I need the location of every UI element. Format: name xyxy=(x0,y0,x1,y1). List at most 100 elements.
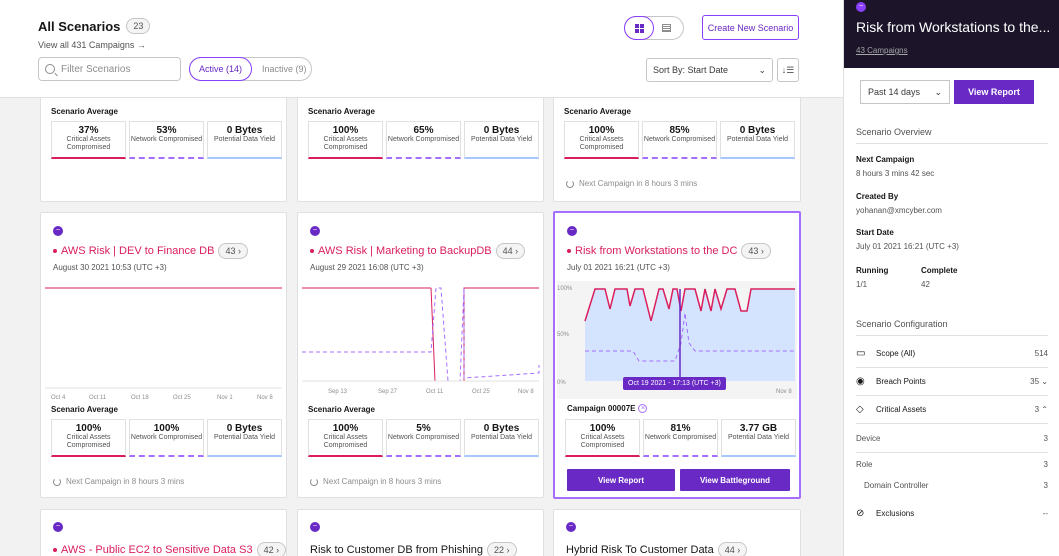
view-all-campaigns-link[interactable]: View all 431 Campaigns → xyxy=(38,40,146,50)
asset-value: 3 xyxy=(1043,434,1048,443)
scenario-average-label: Scenario Average xyxy=(564,107,631,116)
stats-row: 100% Critical Assets Compromised 65% Netwo… xyxy=(308,121,539,159)
xm-logo-icon: ~ xyxy=(567,226,577,236)
close-campaign-icon[interactable]: × xyxy=(638,404,648,413)
scenario-card[interactable]: Scenario Average 100% Critical Assets Com… xyxy=(553,92,801,202)
stat-critical: 100% Critical Assets Compromised xyxy=(565,419,640,457)
asset-value: 3 xyxy=(1043,481,1048,490)
stat-label: Network Compromised xyxy=(130,434,203,441)
scenario-date: July 01 2021 16:21 (UTC +3) xyxy=(567,263,670,272)
tab-active[interactable]: Active (14) xyxy=(189,57,253,81)
scenario-date: August 30 2021 10:53 (UTC +3) xyxy=(53,263,167,272)
xm-logo-icon: ~ xyxy=(53,226,63,236)
config-scope-row[interactable]: ▭ Scope (All) 514 xyxy=(856,340,1048,368)
scenario-name[interactable]: AWS - Public EC2 to Sensitive Data S3 42 … xyxy=(53,542,287,556)
sort-dropdown[interactable]: Sort By: Start Date ⌄ xyxy=(646,58,773,82)
campaign-count-badge: 22 › xyxy=(487,542,517,556)
network-line xyxy=(302,287,540,382)
scenario-name[interactable]: Risk from Workstations to the DC 43 › xyxy=(567,243,771,259)
scenario-card[interactable]: ~ AWS Risk | DEV to Finance DB 43 › Augus… xyxy=(40,212,287,498)
stat-yield: 0 Bytes Potential Data Yield xyxy=(207,419,282,457)
config-label: Exclusions xyxy=(876,508,915,518)
chart-tooltip: Oct 19 2021 - 17:13 (UTC +3) xyxy=(623,377,726,390)
stat-yield: 0 Bytes Potential Data Yield xyxy=(720,121,795,159)
stat-value: 53% xyxy=(156,125,177,136)
scenario-card[interactable]: ~ AWS - Public EC2 to Sensitive Data S3 4… xyxy=(40,509,287,556)
stat-value: 3.77 GB xyxy=(739,423,778,434)
stats-row: 100% Critical Assets Compromised 100% Netw… xyxy=(51,419,282,457)
campaign-count-badge: 42 › xyxy=(256,542,287,556)
scenario-name[interactable]: Risk to Customer DB from Phishing 22 › xyxy=(310,542,517,556)
list-view-icon[interactable] xyxy=(662,24,671,32)
campaign-count-badge: 44 › xyxy=(717,542,748,556)
scenario-card[interactable]: ~ Risk to Customer DB from Phishing 22 › xyxy=(297,509,544,556)
search-input[interactable]: Filter Scenarios xyxy=(38,57,181,81)
stat-label: Network Compromised xyxy=(644,434,717,441)
campaign-count-badge: 44 › xyxy=(495,243,526,259)
grid-view-button[interactable] xyxy=(624,16,654,40)
y-tick: 50% xyxy=(557,332,570,338)
x-tick: Sep 13 xyxy=(328,389,348,395)
status-dot xyxy=(53,249,57,253)
x-tick: Oct 18 xyxy=(131,395,149,401)
time-range-value: Past 14 days xyxy=(868,87,921,97)
stat-label: Network Compromised xyxy=(643,136,716,143)
config-exclusions-row[interactable]: ⊘ Exclusions -- xyxy=(856,499,1048,527)
search-icon xyxy=(45,64,55,74)
time-range-dropdown[interactable]: Past 14 days ⌄ xyxy=(860,80,950,104)
grid-icon xyxy=(634,23,644,33)
stat-label: Network Compromised xyxy=(387,136,460,143)
scenario-name[interactable]: Hybrid Risk To Customer Data 44 › xyxy=(566,542,748,556)
view-battleground-button[interactable]: View Battleground xyxy=(680,469,790,491)
stat-label: Critical Assets Compromised xyxy=(579,136,624,151)
stat-value: 0 Bytes xyxy=(226,125,263,136)
campaign-count-badge: 43 › xyxy=(741,243,771,259)
asset-label: Domain Controller xyxy=(864,481,929,490)
stat-label: Critical Assets Compromised xyxy=(580,434,625,449)
tab-inactive[interactable]: Inactive (9) xyxy=(262,64,307,74)
scenario-card[interactable]: ~ Hybrid Risk To Customer Data 44 › xyxy=(553,509,801,556)
campaigns-link[interactable]: 43 Campaigns xyxy=(856,46,908,55)
stat-label: Critical Assets Compromised xyxy=(66,136,111,151)
next-campaign-text: Next Campaign in 8 hours 3 mins xyxy=(323,477,442,486)
scenario-card[interactable]: ~ AWS Risk | Marketing to BackupDB 44 › A… xyxy=(297,212,544,498)
x-tick: Oct 25 xyxy=(472,389,490,395)
config-breach-row[interactable]: ◉ Breach Points 35 ⌄ xyxy=(856,368,1048,396)
x-tick: Nov 8 xyxy=(776,389,792,395)
config-value: -- xyxy=(1042,508,1048,518)
scenario-card[interactable]: Scenario Average 100% Critical Assets Com… xyxy=(297,92,544,202)
scenario-chart: Sep 13 Sep 27 Oct 11 Oct 25 Nov 8 xyxy=(302,287,540,395)
view-report-button[interactable]: View Report xyxy=(567,469,675,491)
stat-critical: 100% Critical Assets Compromised xyxy=(308,121,383,159)
next-campaign-label: Next Campaign xyxy=(856,155,915,164)
refresh-icon xyxy=(53,477,61,486)
asset-value: 3 xyxy=(1043,460,1048,469)
config-value: 3 ⌃ xyxy=(1034,405,1048,414)
scenario-name[interactable]: AWS Risk | DEV to Finance DB 43 › xyxy=(53,243,248,259)
x-tick: Sep 27 xyxy=(378,389,398,395)
stat-value: 0 Bytes xyxy=(483,125,520,136)
stats-row: 100% Critical Assets Compromised 81% Netwo… xyxy=(565,419,796,457)
next-campaign: Next Campaign in 8 hours 3 mins xyxy=(310,477,441,486)
stat-yield: 0 Bytes Potential Data Yield xyxy=(464,121,539,159)
scenario-name[interactable]: AWS Risk | Marketing to BackupDB 44 › xyxy=(310,243,526,259)
sort-direction-button[interactable]: ↓☰ xyxy=(777,58,799,82)
view-report-button[interactable]: View Report xyxy=(954,80,1034,104)
critical-area xyxy=(585,289,795,381)
scenario-name-text: Risk from Workstations to the DC xyxy=(575,245,738,257)
stat-value: 100% xyxy=(332,125,359,136)
stat-network: 5% Network Compromised xyxy=(386,419,461,457)
next-campaign-text: Next Campaign in 8 hours 3 mins xyxy=(579,179,698,188)
status-dot xyxy=(53,548,57,552)
scenario-chart: Oct 4 Oct 11 Oct 18 Oct 25 Nov 1 Nov 8 xyxy=(45,287,282,401)
create-scenario-button[interactable]: Create New Scenario xyxy=(702,15,799,40)
config-assets-row[interactable]: ◇ Critical Assets 3 ⌃ xyxy=(856,396,1048,424)
stat-network: 85% Network Compromised xyxy=(642,121,717,159)
asset-role-row: Role 3 xyxy=(856,460,1048,469)
scenario-card[interactable]: Scenario Average 37% Critical Assets Comp… xyxy=(40,92,287,202)
active-inactive-toggle: Active (14) Inactive (9) xyxy=(189,57,312,81)
scenario-card-selected[interactable]: ~ Risk from Workstations to the DC 43 › J… xyxy=(553,211,801,499)
xm-logo-icon: ~ xyxy=(856,2,866,12)
scenario-name-text: AWS Risk | DEV to Finance DB xyxy=(61,245,215,257)
config-label: Scope (All) xyxy=(876,349,916,358)
